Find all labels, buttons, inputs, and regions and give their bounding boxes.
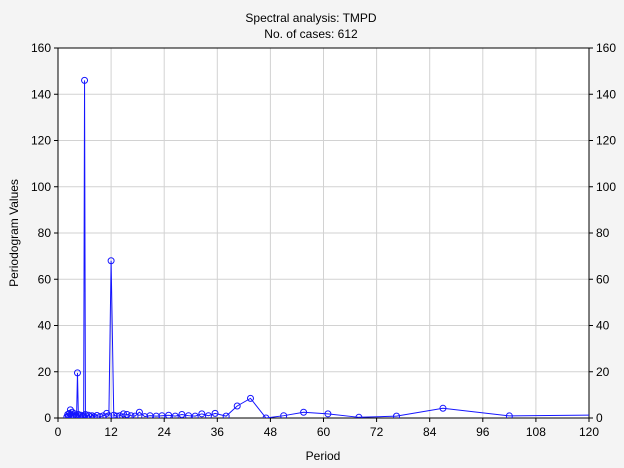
y-tick-label-right: 120: [596, 134, 616, 148]
x-tick-label: 36: [211, 425, 225, 439]
data-point: [96, 413, 104, 418]
data-point: [103, 409, 111, 417]
data-point: [158, 412, 166, 418]
x-tick-label: 0: [55, 425, 62, 439]
x-tick-label: 120: [579, 425, 599, 439]
data-point: [211, 409, 219, 417]
data-point: [119, 410, 127, 418]
data-point: [233, 402, 241, 410]
data-point: [191, 412, 199, 418]
x-tick-label: 108: [526, 425, 546, 439]
data-point: [80, 412, 88, 418]
data-point: [505, 412, 513, 418]
data-point: [355, 413, 363, 418]
data-point: [105, 412, 113, 418]
x-tick-label: 60: [317, 425, 331, 439]
data-point: [123, 411, 131, 418]
y-tick-label-left: 60: [38, 272, 52, 286]
x-tick-label: 24: [158, 425, 172, 439]
y-axis-label: Periodogram Values: [7, 179, 21, 287]
y-tick-label-left: 40: [38, 319, 52, 333]
data-point: [88, 412, 96, 418]
y-tick-label-right: 160: [596, 41, 616, 55]
grid-layer: [58, 48, 589, 418]
x-tick-label: 12: [104, 425, 118, 439]
y-tick-label-left: 160: [31, 41, 51, 55]
y-tick-label-left: 20: [38, 365, 52, 379]
y-tick-label-right: 80: [596, 226, 610, 240]
data-point: [127, 412, 135, 418]
y-tick-label-right: 60: [596, 272, 610, 286]
x-axis-label: Period: [306, 449, 341, 463]
data-point: [222, 412, 230, 418]
y-tick-label-left: 100: [31, 180, 51, 194]
data-point: [113, 412, 121, 418]
data-point: [178, 411, 186, 418]
series-layer: [63, 76, 589, 418]
y-tick-label-left: 140: [31, 87, 51, 101]
data-point: [171, 412, 179, 418]
data-point: [324, 410, 332, 418]
data-point: [73, 369, 81, 377]
data-point: [262, 414, 270, 418]
y-tick-label-right: 20: [596, 365, 610, 379]
y-tick-label-right: 140: [596, 87, 616, 101]
data-point: [165, 411, 173, 418]
x-tick-label: 84: [423, 425, 437, 439]
data-point: [300, 408, 308, 416]
data-point: [204, 412, 212, 418]
chart-subtitle: No. of cases: 612: [264, 27, 358, 41]
y-tick-label-left: 120: [31, 134, 51, 148]
x-tick-label: 72: [370, 425, 384, 439]
chart-title: Spectral analysis: TMPD: [245, 11, 376, 25]
data-point: [185, 412, 193, 418]
data-point: [135, 408, 143, 416]
data-point: [69, 411, 77, 418]
data-point: [141, 413, 149, 418]
y-tick-label-left: 80: [38, 226, 52, 240]
data-point: [198, 410, 206, 418]
data-point: [280, 412, 288, 418]
y-tick-label-left: 0: [44, 411, 51, 425]
y-tick-label-right: 0: [596, 411, 603, 425]
x-tick-label: 48: [264, 425, 278, 439]
data-point: [107, 257, 115, 265]
data-point: [246, 394, 254, 402]
data-point: [116, 412, 124, 418]
data-point: [81, 76, 89, 84]
data-point: [393, 412, 401, 418]
y-tick-label-right: 40: [596, 319, 610, 333]
x-tick-label: 96: [476, 425, 490, 439]
data-point: [439, 404, 447, 412]
data-point: [131, 412, 139, 418]
data-point: [74, 411, 82, 418]
y-tick-label-right: 100: [596, 180, 616, 194]
